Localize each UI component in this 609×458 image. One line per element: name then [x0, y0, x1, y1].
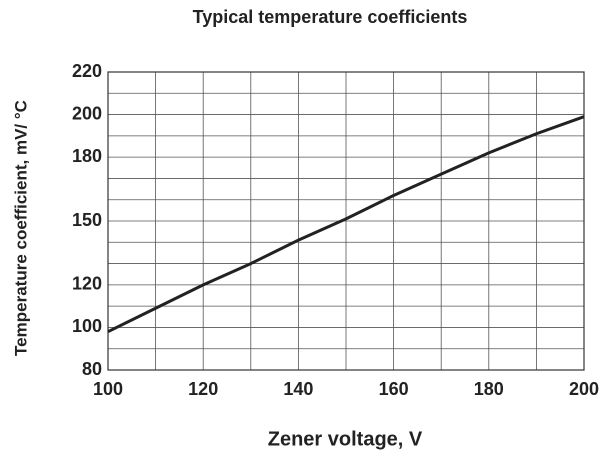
y-tick-label: 200: [72, 103, 102, 123]
x-tick-label: 140: [283, 379, 313, 399]
x-tick-label: 120: [188, 379, 218, 399]
plot-frame: [107, 71, 585, 371]
y-tick-label: 180: [72, 146, 102, 166]
x-axis-label: Zener voltage, V: [268, 428, 423, 450]
y-tick-label: 80: [82, 359, 102, 379]
x-tick-label: 180: [474, 379, 504, 399]
y-axis-label: Temperature coefficient, mV/ °C: [11, 100, 30, 356]
x-tick-label: 200: [569, 379, 599, 399]
data-line: [107, 115, 585, 334]
chart-title: Typical temperature coefficients: [193, 7, 468, 27]
x-tick-label: 160: [379, 379, 409, 399]
y-tick-label: 100: [72, 316, 102, 336]
x-tick-label: 100: [93, 379, 123, 399]
y-tick-label: 150: [72, 210, 102, 230]
y-tick-label: 120: [72, 274, 102, 294]
y-tick-label: 220: [72, 61, 102, 81]
